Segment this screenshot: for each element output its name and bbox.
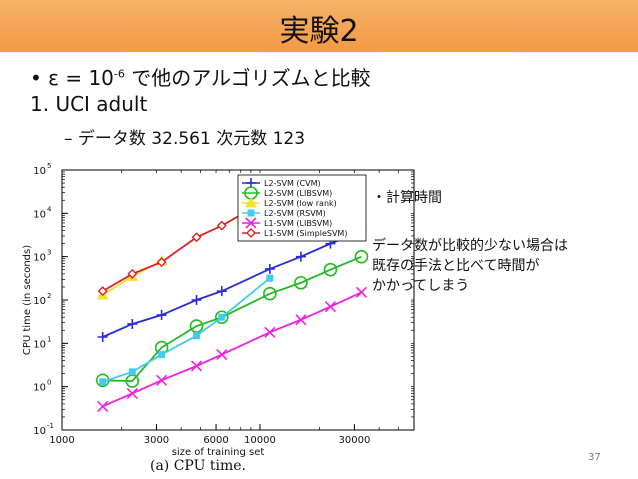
data-point	[214, 310, 229, 325]
note-heading: ・計算時間	[372, 190, 442, 206]
data-point	[156, 310, 167, 321]
bullet-exponent: -6	[113, 67, 125, 81]
y-tick-exponent: -1	[47, 422, 54, 430]
chart-legend: L2-SVM (CVM)L2-SVM (LIBSVM)L2-SVM (low r…	[237, 174, 367, 242]
y-tick-exponent: 2	[47, 292, 51, 300]
bullet-prefix: • ε = 10	[30, 66, 114, 90]
legend-label: L2-SVM (LIBSVM)	[264, 189, 332, 198]
y-tick-label: 10	[33, 296, 46, 307]
note-line-2: 既存の手法と比べて時間が	[372, 258, 540, 274]
data-point	[128, 368, 136, 376]
data-point	[264, 263, 275, 274]
bullet-suffix: で他のアルゴリズムと比較	[124, 66, 371, 90]
note-line-1: データ数が比較的少ない場合は	[372, 238, 568, 254]
data-point	[216, 286, 227, 297]
x-tick-label: 30000	[339, 435, 371, 446]
y-tick-exponent: 5	[47, 162, 51, 170]
x-tick-label: 6000	[203, 435, 228, 446]
data-point	[295, 251, 306, 262]
legend-swatch-marker	[245, 196, 257, 208]
data-point	[294, 275, 308, 290]
series-4	[97, 286, 368, 412]
y-tick-exponent: 1	[47, 335, 51, 343]
data-point	[127, 318, 138, 329]
data-point	[191, 295, 202, 305]
figure-caption: (a) CPU time.	[150, 458, 246, 474]
legend-label: L2-SVM (RSVM)	[264, 209, 326, 218]
note-line-3: かかってしまう	[372, 278, 470, 294]
x-tick-label: 1000	[49, 435, 74, 446]
y-tick-label: 10	[33, 383, 46, 394]
data-point	[264, 326, 276, 338]
legend-swatch-marker	[247, 209, 255, 217]
slide-title: 実験2	[279, 14, 359, 49]
data-point	[190, 360, 203, 372]
data-point	[97, 286, 108, 297]
data-point	[354, 249, 369, 264]
data-point	[193, 332, 201, 340]
legend-box	[237, 174, 367, 242]
x-axis-label: size of training set	[172, 447, 265, 458]
data-point	[323, 262, 338, 277]
data-point	[127, 268, 138, 279]
y-tick-exponent: 0	[47, 379, 51, 387]
data-point	[189, 319, 204, 333]
data-point	[97, 400, 109, 412]
data-point	[156, 257, 167, 268]
bullet-epsilon: • ε = 10-6 で他のアルゴリズムと比較	[30, 62, 371, 91]
data-point	[324, 301, 336, 313]
series-line	[102, 197, 271, 292]
data-point	[99, 378, 107, 386]
y-tick-label: 10	[33, 166, 46, 177]
data-point	[266, 274, 274, 282]
legend-label: L2-SVM (low rank)	[264, 199, 337, 208]
legend-swatch-marker	[245, 217, 257, 229]
data-point	[216, 349, 228, 361]
x-tick-label: 3000	[144, 435, 169, 446]
data-point	[263, 286, 277, 301]
data-point	[97, 332, 108, 343]
y-tick-exponent: 4	[47, 205, 52, 213]
data-point	[158, 351, 166, 359]
y-tick-label: 10	[33, 253, 46, 264]
title-bar	[0, 0, 638, 52]
legend-label: L1-SVM (LIBSVM)	[264, 219, 332, 228]
sub-item: – データ数 32.561 次元数 123	[64, 129, 306, 149]
y-tick-label: 10	[33, 426, 46, 437]
data-point	[191, 232, 202, 243]
data-point	[216, 220, 227, 231]
y-tick-label: 10	[33, 209, 46, 220]
data-point	[126, 387, 138, 399]
x-tick-label: 10000	[244, 435, 276, 446]
data-point	[295, 314, 307, 326]
y-axis-label: CPU time (in seconds)	[22, 245, 33, 355]
data-point	[218, 313, 226, 321]
data-point	[355, 286, 368, 298]
series-3	[99, 274, 274, 386]
numbered-item: 1. UCI adult	[30, 92, 148, 116]
legend-swatch-marker	[246, 228, 256, 238]
y-tick-exponent: 3	[47, 249, 51, 257]
legend-label: L1-SVM (SimpleSVM)	[264, 229, 347, 238]
series-line	[102, 277, 271, 383]
y-tick-label: 10	[33, 339, 46, 350]
legend-label: L2-SVM (CVM)	[264, 179, 321, 188]
data-point	[156, 374, 168, 386]
page-number: 37	[588, 452, 601, 463]
